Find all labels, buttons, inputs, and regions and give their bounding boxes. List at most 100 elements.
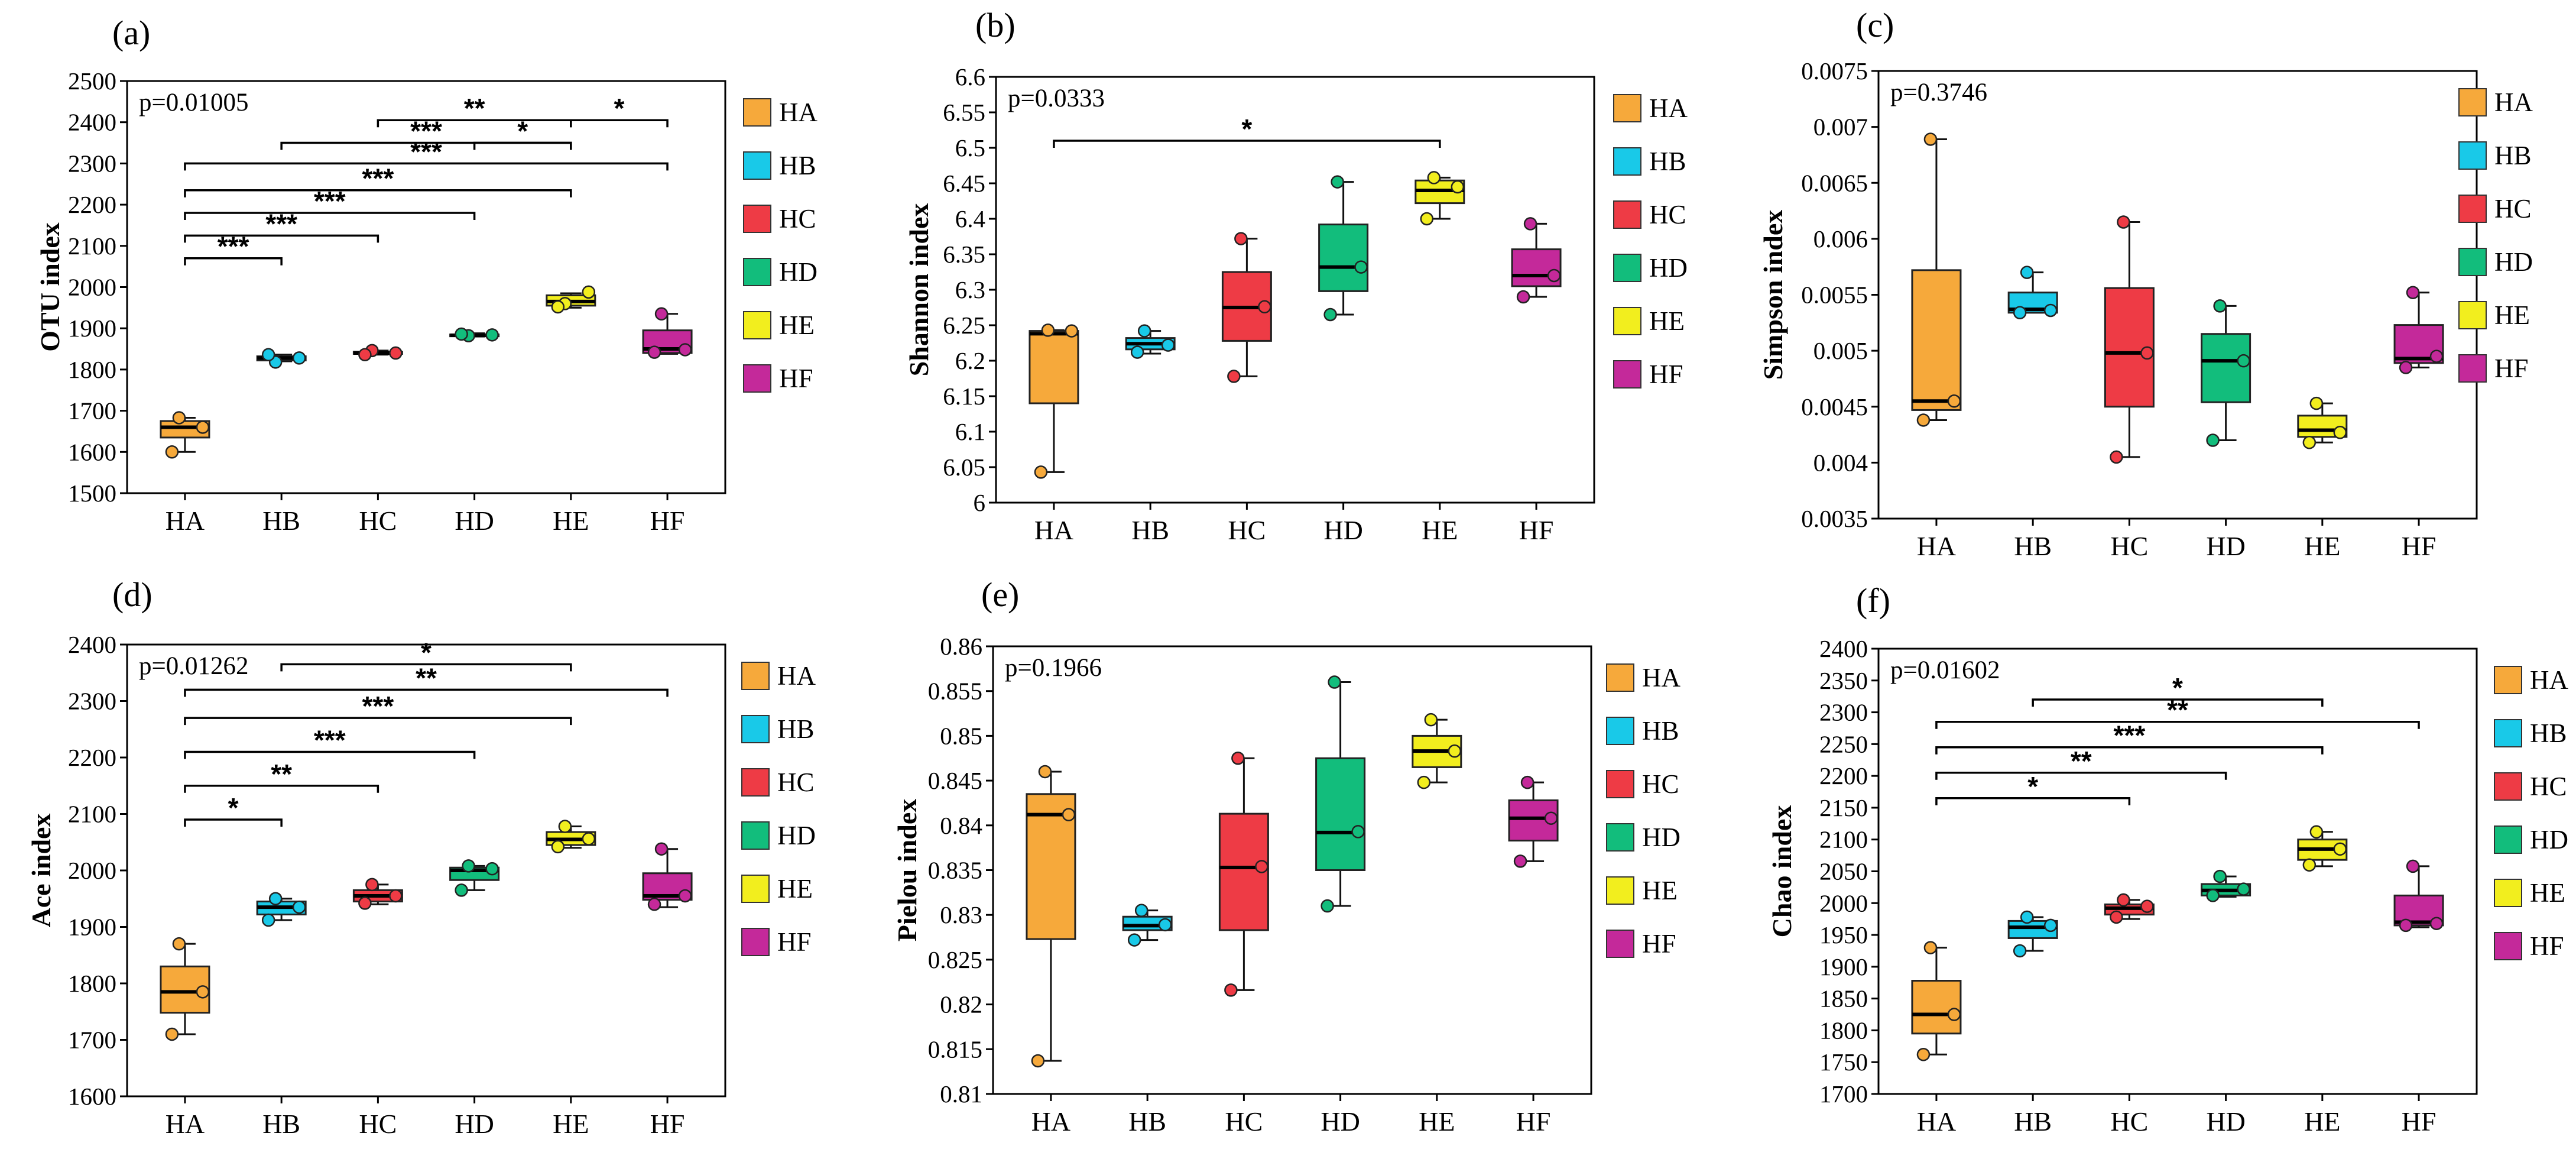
- box-HE: [546, 285, 596, 314]
- x-tick-label: HB: [262, 506, 300, 536]
- x-tick-label: HE: [2304, 1106, 2340, 1137]
- x-tick-label: HD: [2206, 531, 2245, 561]
- y-tick-label: 1750: [1819, 1048, 1868, 1076]
- p-value: p=0.01262: [139, 652, 249, 680]
- significance-label: ***: [410, 116, 442, 147]
- box-iqr: [2201, 333, 2251, 403]
- plot-frame: [1877, 70, 2478, 520]
- significance-bracket: ***: [184, 186, 476, 221]
- significance-bracket: **: [1935, 746, 2227, 780]
- data-point: [1137, 324, 1151, 338]
- legend-label: HB: [2530, 718, 2567, 748]
- significance-bracket: *: [184, 792, 283, 827]
- significance-label: ***: [362, 691, 394, 721]
- box-HA: [1029, 323, 1079, 479]
- box-HC: [2104, 893, 2155, 924]
- legend-label: HC: [2494, 194, 2532, 224]
- legend-label: HA: [1642, 663, 1680, 692]
- y-tick-label: 0.815: [928, 1035, 982, 1063]
- y-tick-label: 0.855: [928, 678, 982, 705]
- legend-label: HC: [1649, 200, 1686, 229]
- y-tick-label: 2100: [68, 801, 116, 828]
- significance-label: *: [2172, 672, 2183, 703]
- legend-label: HE: [777, 874, 813, 904]
- legend-swatch: [2494, 825, 2522, 854]
- y-tick-label: 6.25: [943, 312, 985, 339]
- data-point: [2110, 450, 2123, 464]
- y-tick-label: 2400: [1819, 635, 1868, 662]
- bracket-line: [1053, 140, 1441, 148]
- data-point: [165, 445, 179, 459]
- significance-label: ***: [2114, 720, 2146, 751]
- y-tick-label: 0.86: [940, 633, 982, 660]
- legend-label: HC: [2530, 772, 2567, 801]
- data-point: [2043, 303, 2058, 318]
- data-point: [1923, 132, 1938, 146]
- data-point: [1916, 1048, 1931, 1061]
- significance-label: ***: [362, 163, 394, 194]
- legend-label: HA: [2530, 665, 2568, 695]
- data-point: [1916, 413, 1931, 427]
- x-tick-label: HA: [1031, 1106, 1070, 1137]
- x-tick-label: HD: [455, 1109, 494, 1139]
- y-axis-label: Simpson index: [1758, 210, 1788, 380]
- data-point: [1034, 465, 1048, 479]
- bracket-line: [184, 162, 669, 171]
- legend-swatch: [741, 875, 770, 903]
- significance-label: ***: [410, 136, 442, 167]
- x-tick-label: HE: [1422, 515, 1458, 545]
- x-tick-label: HE: [553, 1109, 589, 1139]
- box-HC: [1221, 232, 1272, 383]
- legend-swatch: [1606, 823, 1634, 852]
- bracket-line: [2032, 698, 2324, 707]
- y-tick-label: 0.005: [1813, 337, 1868, 364]
- data-point: [1227, 370, 1241, 383]
- legend-label: HE: [779, 310, 815, 340]
- data-point: [2302, 858, 2317, 872]
- data-point: [462, 859, 475, 873]
- significance-bracket: *: [1935, 771, 2131, 805]
- legend-swatch: [1606, 717, 1634, 745]
- x-tick-label: HC: [2110, 531, 2148, 561]
- y-axis-label: Chao index: [1767, 805, 1797, 938]
- box-HF: [1508, 775, 1559, 868]
- data-point: [551, 300, 565, 314]
- data-point: [654, 307, 669, 321]
- data-point: [2333, 426, 2347, 439]
- y-tick-label: 6.5: [955, 134, 985, 161]
- box-HD: [1315, 675, 1366, 913]
- data-point: [292, 900, 306, 914]
- x-tick-label: HB: [262, 1109, 300, 1139]
- data-point: [1448, 744, 1462, 758]
- data-point: [1331, 175, 1344, 189]
- data-point: [455, 883, 468, 897]
- p-value: p=0.01005: [139, 89, 249, 116]
- box-HD: [1318, 175, 1369, 322]
- box-HB: [1122, 904, 1173, 947]
- bracket-line: [473, 141, 572, 150]
- p-value: p=0.3746: [1890, 79, 1987, 106]
- data-point: [2110, 910, 2123, 924]
- data-point: [485, 328, 499, 342]
- panel-label: (a): [112, 14, 150, 52]
- bracket-line: [1935, 797, 2131, 805]
- data-point: [1041, 323, 1055, 337]
- data-point: [1424, 713, 1438, 727]
- legend-label: HE: [2494, 300, 2530, 330]
- data-point: [1130, 345, 1144, 359]
- data-point: [1923, 941, 1938, 954]
- data-point: [558, 820, 572, 833]
- data-point: [2302, 436, 2317, 449]
- data-point: [358, 896, 372, 910]
- bracket-line: [184, 785, 379, 793]
- x-tick-label: HF: [2402, 531, 2437, 561]
- y-tick-label: 2300: [68, 688, 116, 715]
- box-HD: [2201, 869, 2251, 902]
- data-point: [678, 343, 692, 357]
- legend-label: HD: [1649, 253, 1688, 283]
- data-point: [1134, 904, 1149, 917]
- box-HE: [1412, 713, 1462, 789]
- legend-label: HB: [1642, 716, 1679, 746]
- panel-d: (d) Ace index p=0.01262 1600 1700 1800 1900 200…: [26, 575, 816, 1139]
- data-point: [2140, 899, 2154, 913]
